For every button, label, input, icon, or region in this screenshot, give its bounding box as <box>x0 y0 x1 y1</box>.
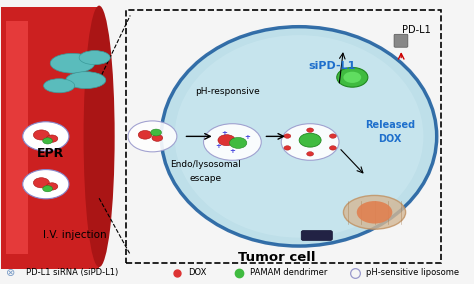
Text: Released: Released <box>365 120 415 130</box>
Circle shape <box>33 178 49 188</box>
Text: pH-responsive: pH-responsive <box>196 87 260 96</box>
Circle shape <box>152 135 163 141</box>
Text: Endo/lysosomal: Endo/lysosomal <box>170 160 241 169</box>
Circle shape <box>329 146 337 150</box>
Circle shape <box>357 201 392 224</box>
Ellipse shape <box>50 53 95 73</box>
Circle shape <box>46 183 58 190</box>
Text: Tumor cell: Tumor cell <box>238 251 316 264</box>
Circle shape <box>128 121 177 152</box>
Circle shape <box>284 134 291 138</box>
Text: siPD-L1: siPD-L1 <box>309 61 356 71</box>
Circle shape <box>151 129 162 136</box>
Text: +: + <box>229 148 235 154</box>
Circle shape <box>307 128 314 132</box>
Circle shape <box>23 122 69 151</box>
Ellipse shape <box>161 27 437 246</box>
Ellipse shape <box>344 195 406 229</box>
Text: DOX: DOX <box>378 134 402 144</box>
Text: +: + <box>221 130 227 136</box>
Circle shape <box>344 72 361 83</box>
FancyBboxPatch shape <box>301 231 332 241</box>
Text: DOX: DOX <box>188 268 206 277</box>
Polygon shape <box>1 7 99 269</box>
Text: PD-L1: PD-L1 <box>402 24 431 35</box>
Ellipse shape <box>66 72 106 89</box>
Polygon shape <box>6 21 28 254</box>
Circle shape <box>43 138 53 144</box>
Circle shape <box>284 146 291 150</box>
Circle shape <box>43 185 53 192</box>
Ellipse shape <box>79 51 110 65</box>
Text: PD-L1 siRNA (siPD-L1): PD-L1 siRNA (siPD-L1) <box>26 268 118 277</box>
Ellipse shape <box>83 6 115 267</box>
Text: I.V. injection: I.V. injection <box>43 230 107 240</box>
FancyBboxPatch shape <box>394 34 408 47</box>
Circle shape <box>138 131 152 139</box>
Circle shape <box>46 135 58 142</box>
Text: ⊗: ⊗ <box>6 268 15 278</box>
Circle shape <box>307 152 314 156</box>
Text: pH-sensitive liposome: pH-sensitive liposome <box>365 268 459 277</box>
Text: escape: escape <box>190 174 222 183</box>
Circle shape <box>329 134 337 138</box>
Circle shape <box>299 133 321 147</box>
Circle shape <box>203 124 261 160</box>
Circle shape <box>281 124 339 160</box>
Circle shape <box>218 135 235 146</box>
Circle shape <box>229 137 247 149</box>
Ellipse shape <box>174 35 423 238</box>
Circle shape <box>33 130 49 140</box>
Text: EPR: EPR <box>36 147 64 160</box>
Text: +: + <box>215 143 221 149</box>
Ellipse shape <box>44 79 75 93</box>
Text: PAMAM dendrimer: PAMAM dendrimer <box>250 268 328 277</box>
Text: +: + <box>244 133 250 139</box>
Circle shape <box>337 68 368 87</box>
Circle shape <box>23 170 69 199</box>
